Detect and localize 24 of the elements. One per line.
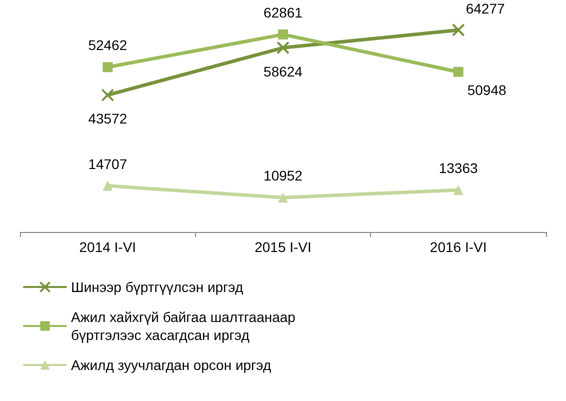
data-label: 50948 (467, 82, 506, 98)
x-tick-label: 2014 I-VI (79, 239, 136, 255)
point (102, 62, 113, 72)
legend-label: Ажилд зуучлагдан орсон иргэд (71, 357, 272, 373)
data-label: 62861 (264, 4, 303, 20)
data-label: 58624 (264, 63, 303, 80)
data-label: 10952 (264, 168, 303, 184)
legend-label: Шинээр бүртгүүлсэн иргэд (71, 279, 244, 295)
data-label: 13363 (438, 160, 478, 176)
data-label: 64277 (466, 0, 505, 16)
point (101, 88, 114, 102)
point (452, 24, 465, 36)
x-tick-label: 2015 I-VI (254, 239, 312, 255)
point (453, 185, 464, 196)
point (276, 41, 290, 54)
point (278, 192, 288, 203)
legend-label: Ажил хайхгүй байгаа шалтгаанаар бүртгэлээс хасагдсан иргэд (71, 309, 300, 343)
point (453, 66, 464, 77)
x-tick-label: 2016 I-VI (430, 239, 487, 255)
data-label: 14707 (88, 156, 128, 172)
point (102, 180, 113, 191)
data-label: 52462 (88, 37, 128, 54)
data-label: 43572 (88, 110, 128, 127)
point (278, 29, 288, 40)
